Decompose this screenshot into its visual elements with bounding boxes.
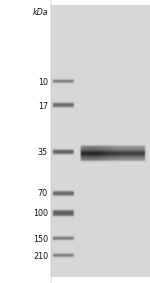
Text: 70: 70 xyxy=(38,189,48,198)
Text: kDa: kDa xyxy=(32,8,48,17)
Text: 17: 17 xyxy=(38,102,48,111)
Text: 35: 35 xyxy=(38,148,48,157)
Text: 150: 150 xyxy=(33,235,48,244)
Text: 10: 10 xyxy=(38,78,48,87)
Text: 100: 100 xyxy=(33,209,48,218)
Text: 210: 210 xyxy=(33,252,48,261)
